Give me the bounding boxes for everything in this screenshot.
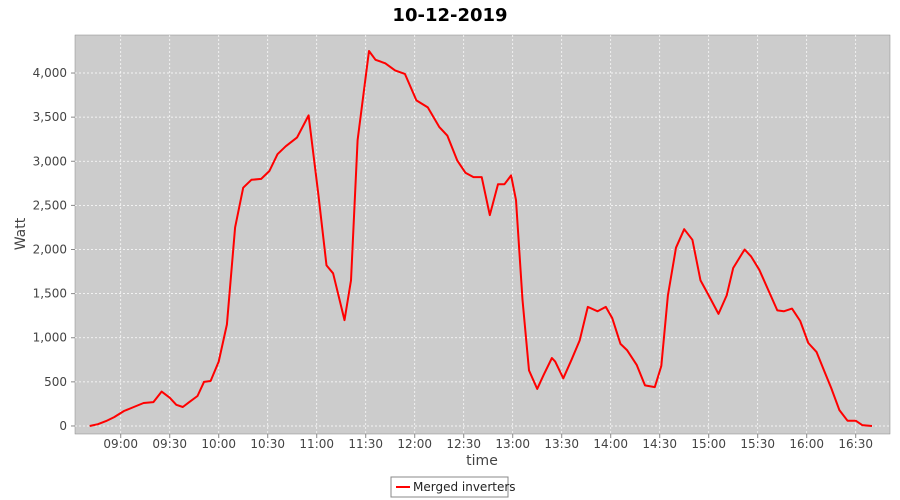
y-tick-label: 0 [59,419,67,433]
x-tick-label: 10:00 [201,437,236,451]
x-tick-label: 12:30 [446,437,481,451]
x-tick-label: 16:00 [789,437,824,451]
x-tick-label: 11:30 [348,437,383,451]
y-tick-label: 500 [44,375,67,389]
x-tick-label: 10:30 [250,437,285,451]
x-tick-label: 13:00 [495,437,530,451]
x-tick-label: 12:00 [397,437,432,451]
y-tick-label: 4,000 [33,66,67,80]
x-axis-label: time [466,453,498,469]
plot-area [74,34,891,435]
y-tick-label: 1,500 [33,287,67,301]
x-tick-label: 16:30 [838,437,873,451]
x-tick-label: 15:00 [691,437,726,451]
x-tick-label: 11:00 [299,437,334,451]
y-tick-label: 2,500 [33,198,67,212]
legend-label: Merged inverters [413,480,516,494]
y-axis-label: Watt [13,217,29,250]
y-tick-label: 3,000 [33,154,67,168]
y-tick-label: 1,000 [33,331,67,345]
series-line [89,50,873,427]
x-tick-label: 13:30 [544,437,579,451]
y-tick-label: 2,000 [33,243,67,257]
x-tick-label: 14:00 [593,437,628,451]
x-tick-label: 14:30 [642,437,677,451]
chart-title: 10-12-2019 [392,5,507,26]
legend [390,476,509,498]
y-tick-label: 3,500 [33,110,67,124]
x-tick-label: 09:00 [103,437,138,451]
x-tick-label: 15:30 [740,437,775,451]
x-tick-label: 09:30 [152,437,187,451]
